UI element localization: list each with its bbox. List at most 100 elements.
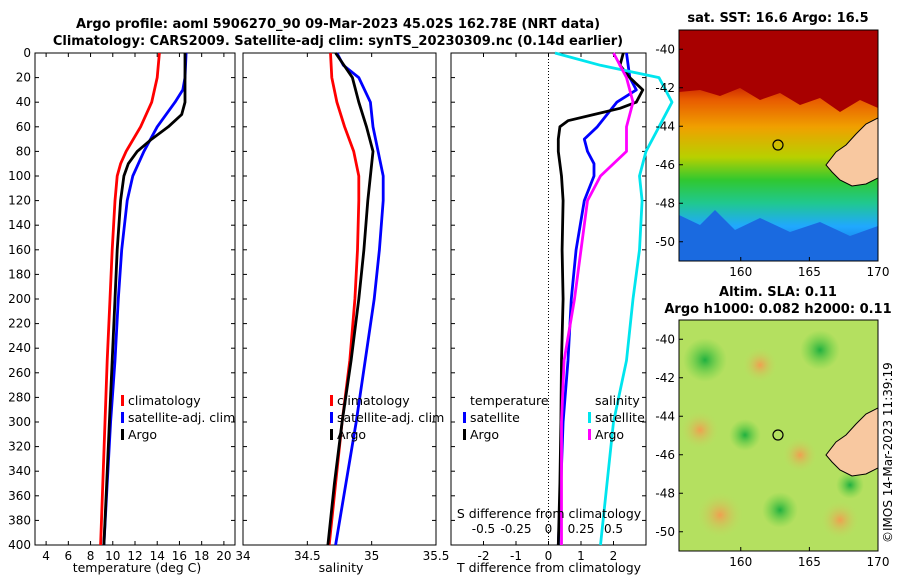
y-tick-label: 180 xyxy=(8,267,31,281)
legend-label-satellite: satellite-adj. clim xyxy=(128,410,235,425)
y-tick-label: 20 xyxy=(16,71,31,85)
legend-swatch-t-argo xyxy=(463,429,466,440)
y-tick-label: 100 xyxy=(8,169,31,183)
x-tick-label: 34.5 xyxy=(294,549,321,563)
series-line-t-satellite xyxy=(556,52,638,546)
map-y-tick-label: -40 xyxy=(655,332,675,346)
difference-panel: -2 -1 0 1 2 -0.5 -0.25 0 0.25 0.5 xyxy=(450,51,674,563)
series-line-climatology xyxy=(327,52,361,546)
map-y-tick-label: -50 xyxy=(655,235,675,249)
x-tick-label: 10 xyxy=(105,549,120,563)
x-tick-label: -1 xyxy=(510,549,522,563)
plot-frame xyxy=(242,52,437,546)
map-x-tick-label: 160 xyxy=(729,555,752,569)
series-line-satellite-adj-clim xyxy=(334,52,385,546)
x-tick-label: 16 xyxy=(172,549,187,563)
temperature-legend: climatology satellite-adj. clim Argo xyxy=(121,393,235,442)
y-tick-label: 0 xyxy=(23,46,31,60)
y-tick-label: 140 xyxy=(8,218,31,232)
s-diff-tick-label: -0.25 xyxy=(500,522,531,536)
land-new-zealand xyxy=(825,117,878,187)
legend-swatch-argo xyxy=(330,429,333,440)
series-line-argo xyxy=(326,52,375,546)
legend-swatch-s-argo xyxy=(588,429,591,440)
y-tick-label: 400 xyxy=(8,538,31,552)
land-new-zealand xyxy=(825,407,878,477)
legend-label-climatology: climatology xyxy=(128,393,201,408)
y-tick-label: 60 xyxy=(16,120,31,134)
x-tick-label: 34 xyxy=(235,549,250,563)
series-line-satellite-adj-clim xyxy=(102,52,188,546)
legend-label-satellite: satellite-adj. clim xyxy=(337,410,444,425)
diff-xlabel-top: S difference from climatology xyxy=(457,506,642,521)
sst-map-frame xyxy=(678,29,879,262)
sla-blob xyxy=(680,410,720,450)
y-tick-label: 260 xyxy=(8,366,31,380)
map-x-tick-label: 165 xyxy=(798,265,821,279)
legend-label-argo: Argo xyxy=(337,427,366,442)
series-line-t-argo xyxy=(556,52,645,546)
imos-credit: ©IMOS 14-Mar-2023 11:39:19 xyxy=(881,362,895,543)
map-y-tick-label: -50 xyxy=(655,525,675,539)
legend-swatch-s-satellite xyxy=(588,412,591,423)
sla-map-title-line1: Altim. SLA: 0.11 xyxy=(719,285,837,300)
sla-blob xyxy=(820,500,860,540)
legend-swatch-t-satellite xyxy=(463,412,466,423)
sla-blob xyxy=(742,347,778,383)
x-tick-label: 8 xyxy=(87,549,95,563)
sla-map-title-line2: Argo h1000: 0.082 h2000: 0.11 xyxy=(664,302,891,317)
x-tick-label: 20 xyxy=(216,549,231,563)
sla-map-ticks: 160 165 170 -40 -42 -44 -46 -48 -50 xyxy=(655,332,889,569)
y-tick-label: 80 xyxy=(16,144,31,158)
map-x-tick-label: 165 xyxy=(798,555,821,569)
x-tick-label: 35 xyxy=(364,549,379,563)
y-tick-label: 300 xyxy=(8,415,31,429)
x-tick-label: 1 xyxy=(577,549,585,563)
map-y-tick-label: -42 xyxy=(655,81,675,95)
plot-frame xyxy=(34,52,236,546)
s-diff-tick-label: -0.5 xyxy=(472,522,495,536)
map-x-tick-label: 170 xyxy=(867,555,890,569)
legend-label-s-satellite: satellite xyxy=(595,410,645,425)
diff-xlabel: T difference from climatology xyxy=(456,560,642,575)
y-tick-label: 240 xyxy=(8,341,31,355)
sst-map xyxy=(679,30,878,261)
series-line-s-argo xyxy=(560,52,635,545)
map-y-tick-label: -42 xyxy=(655,371,675,385)
sst-map-ticks: 160 165 170 -40 -42 -44 -46 -48 -50 xyxy=(655,42,889,279)
s-diff-tick-label: 0.25 xyxy=(568,522,595,536)
sla-blob xyxy=(696,491,744,539)
map-y-tick-label: -48 xyxy=(655,196,675,210)
y-tick-label: 160 xyxy=(8,243,31,257)
legend-swatch-satellite xyxy=(121,412,124,423)
y-tick-label: 380 xyxy=(8,513,31,527)
sla-blob xyxy=(683,338,727,382)
map-x-tick-label: 170 xyxy=(867,265,890,279)
legend-label-t-satellite: satellite xyxy=(470,410,520,425)
s-diff-tick-label: 0.5 xyxy=(604,522,623,536)
sst-warm-front xyxy=(679,30,878,112)
y-tick-label: 120 xyxy=(8,194,31,208)
sla-blob xyxy=(729,419,761,451)
y-tick-label: 40 xyxy=(16,95,31,109)
diff-temperature-legend: temperature satellite Argo xyxy=(463,393,549,442)
series-line-climatology xyxy=(99,52,161,546)
legend-swatch-argo xyxy=(121,429,124,440)
x-tick-label: 0 xyxy=(545,549,553,563)
diff-salinity-legend: salinity satellite Argo xyxy=(588,393,645,442)
x-tick-label: 14 xyxy=(150,549,165,563)
temperature-xlabel: temperature (deg C) xyxy=(73,560,202,575)
legend-swatch-climatology xyxy=(121,395,124,406)
salinity-xlabel: salinity xyxy=(319,560,364,575)
x-tick-label: 35.5 xyxy=(423,549,450,563)
legend-label-s-argo: Argo xyxy=(595,427,624,442)
sla-map-frame xyxy=(678,319,879,552)
legend-title-temperature: temperature xyxy=(470,393,549,408)
sla-blob xyxy=(782,437,818,473)
map-y-tick-label: -46 xyxy=(655,158,675,172)
legend-swatch-satellite xyxy=(330,412,333,423)
x-tick-label: 6 xyxy=(65,549,73,563)
map-y-tick-label: -48 xyxy=(655,486,675,500)
y-tick-label: 340 xyxy=(8,464,31,478)
